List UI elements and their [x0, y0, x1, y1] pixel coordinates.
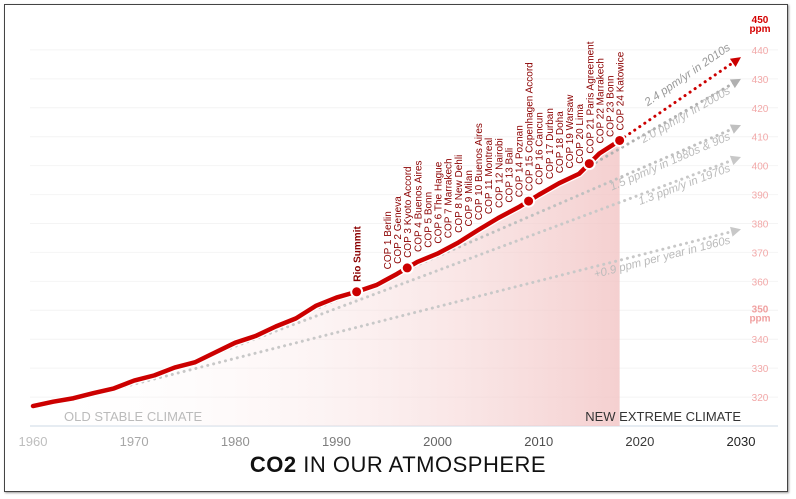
event-label: COP 19 Warsaw: [565, 94, 576, 169]
new-climate-label: NEW EXTREME CLIMATE: [585, 409, 741, 424]
event-label: COP 15 Copenhagen Accord: [525, 62, 536, 191]
trend-line: [284, 126, 737, 324]
trend-line: [82, 229, 737, 399]
y-tick-label: 360: [752, 277, 769, 288]
y-tick-label: 410: [752, 133, 769, 144]
event-marker: [522, 194, 536, 208]
trend-arrowhead: [730, 226, 741, 237]
event-label: COP 9 Milan: [464, 170, 475, 227]
event-label: COP 12 Nairobi: [494, 138, 505, 208]
trend-arrowhead: [729, 155, 741, 166]
event-marker: [350, 285, 364, 299]
event-label: Rio Summit: [353, 226, 364, 282]
event-label: COP 10 Buenos Aires: [474, 123, 485, 220]
title-bold: CO2: [249, 452, 297, 477]
trend-line: [618, 59, 737, 142]
area-fill: [33, 140, 620, 426]
event-label: COP 23 Bonn: [606, 75, 617, 137]
y-tick-label: 440: [752, 46, 769, 57]
event-label: COP 13 Bali: [504, 148, 515, 203]
event-marker: [400, 261, 414, 275]
trend-arrowhead: [729, 57, 741, 67]
y-tick-label: 350: [752, 304, 769, 315]
title-rest: IN OUR ATMOSPHERE: [296, 452, 547, 477]
event-label: COP 21 Paris Agreement: [585, 41, 596, 153]
x-tick-label: 1980: [221, 434, 250, 449]
y-tick-label: 390: [752, 191, 769, 202]
event-label: COP 24 Katowice: [616, 51, 627, 130]
trend-line: [183, 157, 737, 367]
y-tick-label: 430: [752, 75, 769, 86]
x-tick-label: 1970: [120, 434, 149, 449]
x-tick-label: 2010: [524, 434, 553, 449]
event-label: COP 2 Geneva: [393, 196, 404, 264]
event-label: COP 18 Doha: [555, 111, 566, 174]
event-label: COP 3 Kyoto Accord: [403, 166, 414, 258]
event-label: COP 6 The Hague: [434, 161, 445, 243]
series-line: [30, 138, 622, 409]
x-tick-label: 1960: [19, 434, 48, 449]
chart-title: CO2 IN OUR ATMOSPHERE: [0, 452, 796, 478]
event-label: COP 22 Marrakech: [595, 58, 606, 143]
x-tick-label: 2000: [423, 434, 452, 449]
trend-arrowhead: [729, 124, 741, 134]
old-climate-label: OLD STABLE CLIMATE: [64, 409, 203, 424]
trend-arrowhead: [729, 78, 741, 89]
event-label: COP 17 Durban: [545, 108, 556, 179]
event-label: COP 8 New Dehli: [454, 155, 465, 233]
event-label: COP 4 Buenos Aires: [413, 160, 424, 252]
chart-frame: [4, 4, 788, 492]
y-tick-label: 340: [752, 335, 769, 346]
y-tick-label: 370: [752, 248, 769, 259]
event-label: COP 1 Berlin: [383, 211, 394, 269]
x-tick-label: 1990: [322, 434, 351, 449]
y-tick-label: 380: [752, 220, 769, 231]
event-label: COP 14 Poznan: [514, 125, 525, 197]
y-unit-label: ppm: [749, 313, 770, 324]
x-tick-label: 2030: [727, 434, 756, 449]
event-label: COP 20 Lima: [575, 103, 586, 163]
event-label: COP 16 Cancun: [535, 112, 546, 185]
event-label: COP 11 Montreal: [484, 138, 495, 214]
y-tick-label: 450: [752, 15, 769, 26]
y-tick-label: 320: [752, 393, 769, 404]
x-tick-label: 2020: [625, 434, 654, 449]
y-unit-label: ppm: [749, 24, 770, 35]
y-tick-label: 420: [752, 104, 769, 115]
event-marker: [582, 157, 596, 171]
event-marker: [613, 133, 627, 147]
event-label: COP 7 Marrakech: [444, 158, 455, 238]
y-tick-label: 400: [752, 162, 769, 173]
event-label: COP 5 Bonn: [423, 192, 434, 248]
y-tick-label: 330: [752, 364, 769, 375]
